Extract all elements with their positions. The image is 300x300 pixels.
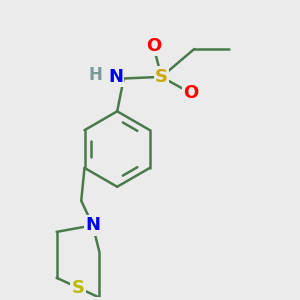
Text: S: S bbox=[71, 279, 85, 297]
Text: H: H bbox=[89, 66, 103, 84]
Text: S: S bbox=[155, 68, 168, 86]
Text: O: O bbox=[146, 37, 161, 55]
Text: N: N bbox=[85, 216, 100, 234]
Text: O: O bbox=[183, 84, 199, 102]
Text: N: N bbox=[108, 68, 123, 86]
